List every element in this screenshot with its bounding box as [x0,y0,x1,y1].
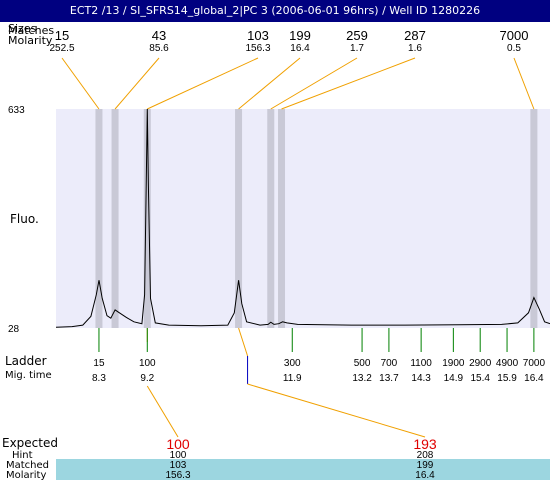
ladder-time-label: 15.9 [497,373,517,384]
peak-callout-line [114,57,160,110]
peak-band [95,109,103,328]
peak-callout-line [270,57,358,110]
ladder-time-label: 13.7 [379,373,399,384]
peak-molarity-label: 85.6 [149,43,169,54]
trace-line [55,108,550,328]
matched-label: Matched [6,460,50,471]
peak-callout-line [147,57,259,110]
expected-callout-line [247,383,426,438]
molarity-bottom-label: Molarity [6,470,47,481]
ladder-size-label: 15 [93,358,105,369]
ladder-time-label: 16.4 [524,373,544,384]
peak-band [235,109,243,328]
ladder-size-label: 700 [381,358,398,369]
matched-molarity-value: 16.4 [415,470,435,480]
peak-callout-line [238,57,301,110]
peak-molarity-label: 1.7 [350,43,364,54]
ladder-label: Ladder [5,354,47,368]
expected-callout-line [238,327,249,357]
ladder-time-label: 15.4 [470,373,490,384]
ladder-time-label: 9.2 [140,373,154,384]
hint-value: 208 [417,450,434,461]
ladder-size-label: 500 [354,358,371,369]
sizes-header: Sizes [8,22,37,35]
peak-molarity-label: 0.5 [507,43,521,54]
ladder-time-label: 13.2 [352,373,372,384]
ladder-size-label: 4900 [496,358,519,369]
ladder-time-label: 8.3 [92,373,106,384]
peak-size-label: 43 [152,28,166,43]
matched-molarity-value: 156.3 [165,470,190,480]
peak-molarity-label: 1.6 [408,43,422,54]
peak-band [267,109,275,328]
hint-value: 100 [170,450,187,461]
matched-table-band [56,459,550,480]
ladder-size-label: 1100 [410,358,432,369]
peak-molarity-label: 252.5 [49,43,74,54]
peak-molarity-label: 156.3 [245,43,270,54]
molarity-header: Molarity [8,34,53,47]
plot-area [56,109,550,328]
peak-size-label: 287 [404,28,426,43]
ladder-size-label: 300 [284,358,301,369]
peak-band [530,109,538,328]
ladder-time-label: 14.3 [411,373,431,384]
peak-band [278,109,286,328]
peak-size-label: 15 [55,28,69,43]
expected-size-label: 193 [413,436,437,452]
peak-callout-line [281,57,416,110]
peak-molarity-label: 16.4 [290,43,310,54]
y-tick-max: 633 [8,105,25,116]
expected-label: Expected [2,436,58,450]
matches-header: Matches [8,24,55,37]
peak-band [111,109,119,328]
ladder-time-label: 14.9 [444,373,464,384]
window-title: ECT2 /13 / SI_SFRS14_global_2|PC 3 (2006… [0,0,550,22]
hint-label: Hint [12,450,33,461]
peak-callout-line [61,57,100,110]
ladder-size-label: 2900 [469,358,492,369]
y-tick-min: 28 [8,324,20,335]
peak-size-label: 199 [289,28,311,43]
fluo-axis-label: Fluo. [10,212,39,226]
ladder-size-label: 100 [139,358,156,369]
peak-band [143,109,151,328]
peak-callout-line [513,57,535,110]
matched-value: 103 [170,460,187,471]
ladder-time-label: 11.9 [283,373,302,384]
ladder-size-label: 7000 [523,358,546,369]
expected-size-label: 100 [166,436,190,452]
ladder-size-label: 1900 [442,358,465,369]
peak-size-label: 7000 [500,28,529,43]
peak-size-label: 259 [346,28,368,43]
peak-size-label: 103 [247,28,269,43]
matched-value: 199 [417,460,434,471]
expected-callout-line [146,385,179,438]
mig-time-label: Mig. time [5,370,52,381]
